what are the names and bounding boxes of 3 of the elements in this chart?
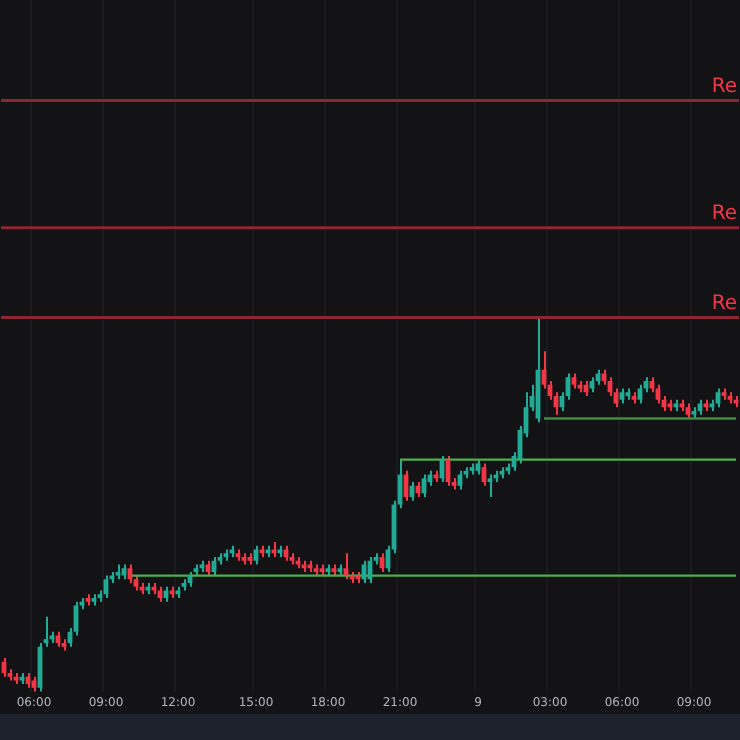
ref-line-label: Re	[711, 292, 737, 315]
ref-line-label: Re	[711, 202, 737, 225]
ref-line-label: Re	[711, 75, 737, 98]
